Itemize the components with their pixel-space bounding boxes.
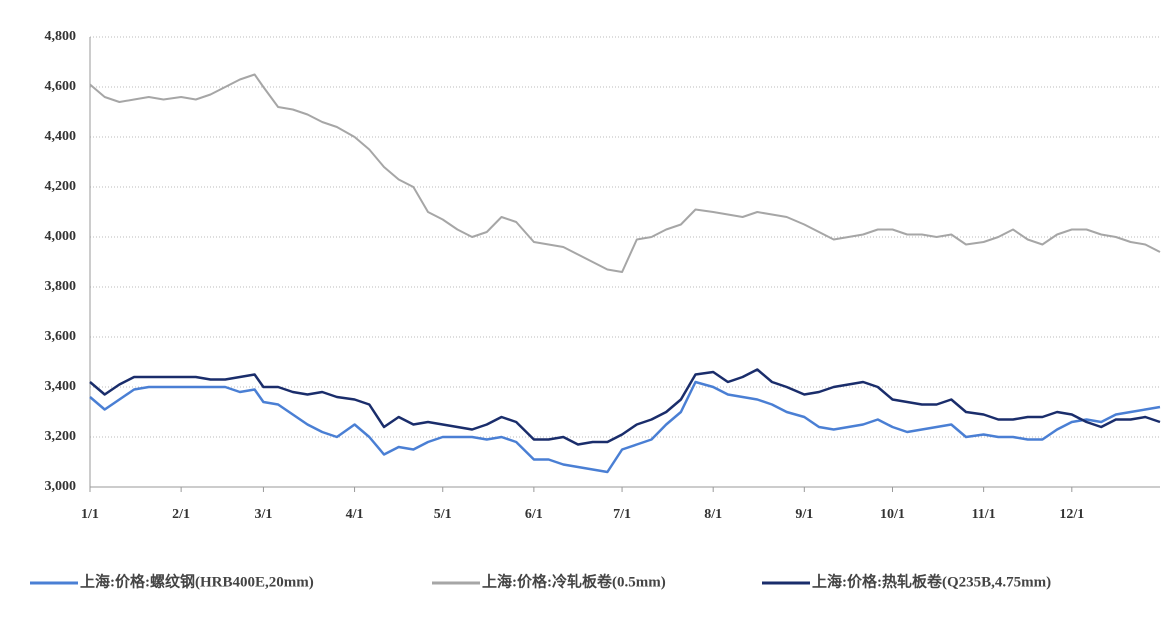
series-line [89,73,1161,273]
y-tick-label: 4,200 [45,179,77,194]
x-tick-label: 8/1 [704,507,722,522]
y-tick-label: 3,800 [45,279,77,294]
x-tick-label: 2/1 [172,507,190,522]
y-tick-label: 4,600 [45,79,77,94]
legend-label: 上海:价格:冷轧板卷(0.5mm) [482,572,666,590]
legend-label: 上海:价格:螺纹钢(HRB400E,20mm) [80,572,314,590]
x-tick-label: 10/1 [880,507,905,522]
x-tick-label: 4/1 [346,507,364,522]
x-tick-label: 6/1 [525,507,543,522]
y-tick-label: 3,600 [45,329,77,344]
y-tick-label: 3,400 [45,379,77,394]
series-line [89,380,1161,474]
x-tick-label: 9/1 [795,507,813,522]
x-tick-label: 1/1 [81,507,99,522]
x-tick-label: 7/1 [613,507,631,522]
x-tick-label: 12/1 [1059,507,1084,522]
x-tick-label: 3/1 [254,507,272,522]
x-tick-label: 11/1 [972,507,996,522]
y-tick-label: 3,000 [45,479,77,494]
y-tick-label: 4,400 [45,129,77,144]
legend: 上海:价格:螺纹钢(HRB400E,20mm) 上海:价格:冷轧板卷(0.5mm)… [30,572,1051,590]
legend-label: 上海:价格:热轧板卷(Q235B,4.75mm) [812,572,1051,590]
series-line [89,368,1161,446]
y-tick-label: 4,800 [45,29,77,44]
y-tick-label: 3,200 [45,429,77,444]
x-tick-label: 5/1 [434,507,452,522]
y-tick-label: 4,000 [45,229,77,244]
